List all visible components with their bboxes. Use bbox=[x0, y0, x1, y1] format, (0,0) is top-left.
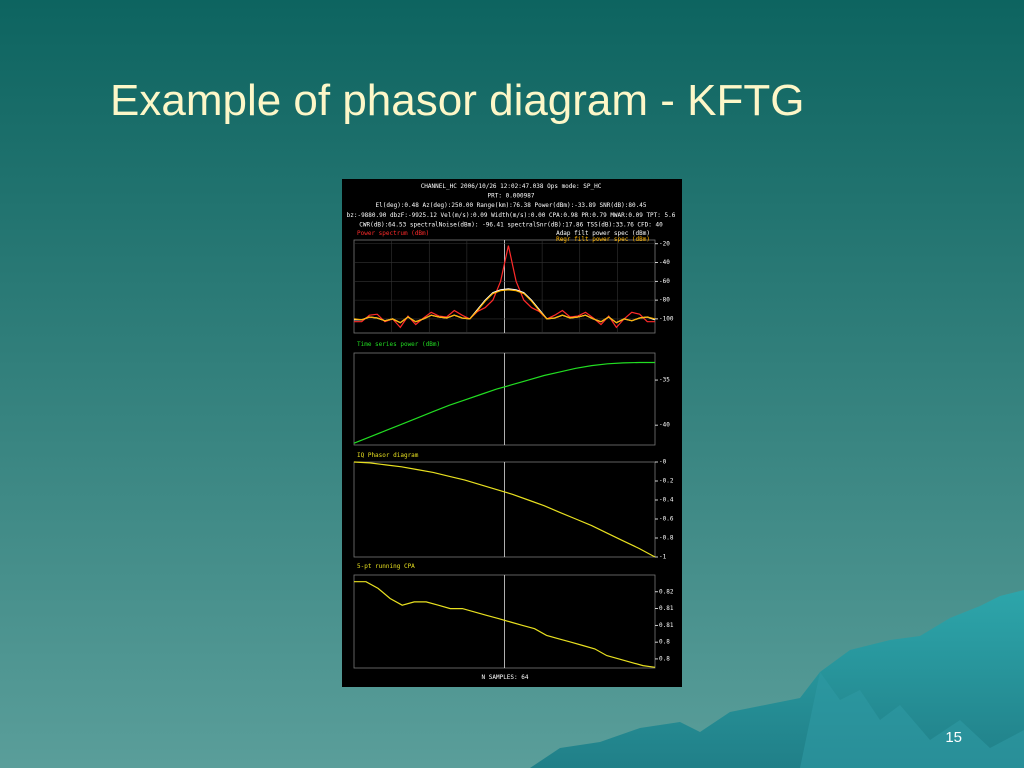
screenshot-content: CHANNEL_HC 2006/10/26 12:02:47.038 Ops m… bbox=[347, 183, 676, 681]
y-tick-label: -100 bbox=[659, 315, 674, 322]
y-tick-label: -35 bbox=[659, 377, 670, 384]
page-number: 15 bbox=[945, 729, 962, 746]
header-line: CHANNEL_HC 2006/10/26 12:02:47.038 Ops m… bbox=[421, 183, 602, 190]
legend-entry: Time series power (dBm) bbox=[357, 341, 440, 348]
y-tick-label: -60 bbox=[659, 278, 670, 285]
y-tick-label: -0.4 bbox=[659, 497, 674, 504]
legend-entry: IQ Phasor diagram bbox=[357, 452, 419, 459]
y-tick-label: -0.6 bbox=[659, 516, 674, 523]
y-tick-label: -80 bbox=[659, 297, 670, 304]
y-tick-label: 0.81 bbox=[659, 622, 674, 629]
y-tick-label: 0.81 bbox=[659, 605, 674, 612]
y-tick-label: -40 bbox=[659, 422, 670, 429]
legend-entry: Adap filt power spec (dBm) bbox=[556, 230, 650, 237]
data-line bbox=[354, 245, 655, 329]
header-line: CWR(dB):64.53 spectralNoise(dBm): -96.41… bbox=[359, 221, 663, 228]
header-line: bz:-9880.90 dbzF:-9925.12 Vel(m/s):0.09 … bbox=[347, 212, 676, 219]
y-tick-label: -0 bbox=[659, 459, 667, 466]
y-tick-label: -40 bbox=[659, 259, 670, 266]
header-line: El(deg):0.48 Az(deg):250.00 Range(km):76… bbox=[376, 202, 647, 209]
y-tick-label: -20 bbox=[659, 240, 670, 247]
y-tick-label: 0.8 bbox=[659, 655, 670, 662]
data-line bbox=[353, 361, 655, 444]
legend-entry: 5-pt running CPA bbox=[357, 563, 415, 570]
legend-entry: Regr filt power spec (dBm) bbox=[556, 236, 650, 243]
screenshot bbox=[342, 179, 682, 687]
y-tick-label: 0.82 bbox=[659, 588, 674, 595]
data-line bbox=[353, 289, 656, 324]
footer-text: N SAMPLES: 64 bbox=[482, 674, 529, 681]
y-tick-label: 0.8 bbox=[659, 639, 670, 646]
legend-entry: Power spectrum (dBm) bbox=[357, 230, 429, 237]
data-line bbox=[353, 461, 656, 558]
iceberg-shade bbox=[800, 672, 1024, 768]
data-line bbox=[354, 581, 656, 668]
slide-title: Example of phasor diagram - KFTG bbox=[110, 76, 804, 125]
header-line: PRT: 0.000987 bbox=[488, 193, 535, 200]
y-tick-label: -0.8 bbox=[659, 535, 674, 542]
y-tick-label: -1 bbox=[659, 554, 667, 561]
y-tick-label: -0.2 bbox=[659, 478, 674, 485]
